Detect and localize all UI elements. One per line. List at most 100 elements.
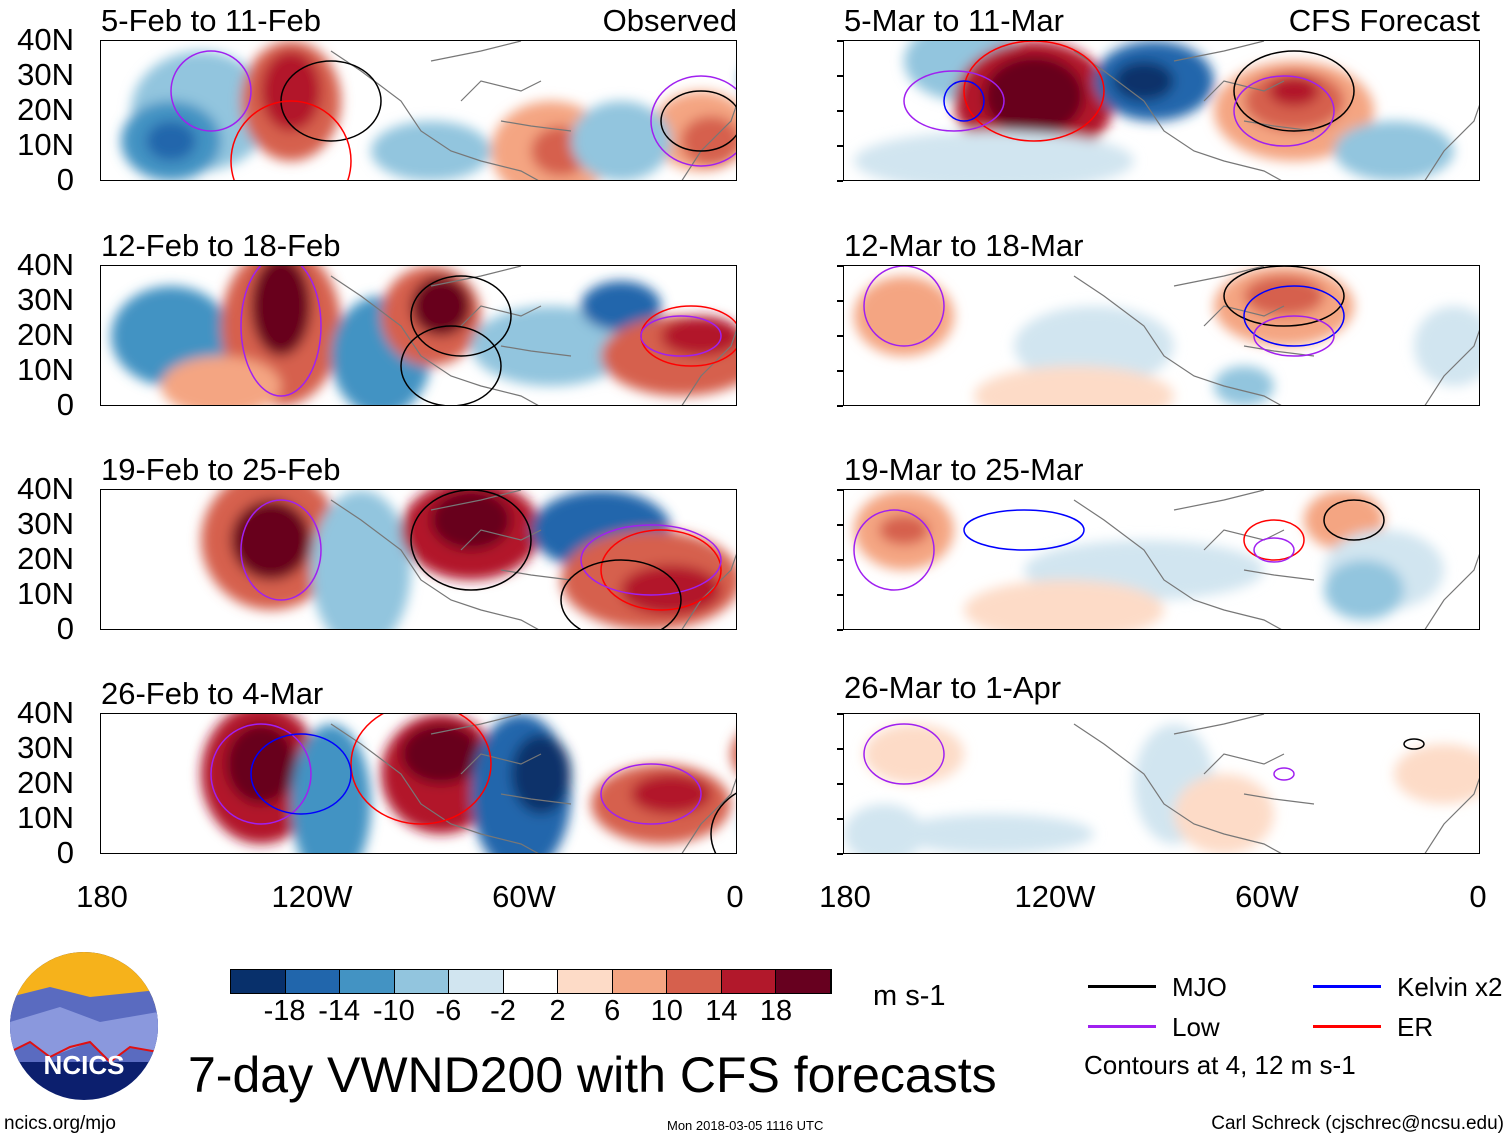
legend-label: ER — [1397, 1012, 1434, 1042]
contour-line — [1223, 266, 1345, 327]
latitude-label: 30N — [17, 506, 74, 541]
colorbar-swatch — [776, 970, 831, 993]
footer-timestamp: Mon 2018-03-05 1116 UTC — [667, 1118, 824, 1133]
colorbar-tick-label: 18 — [759, 995, 793, 1027]
latitude-tick — [837, 559, 843, 561]
anomaly-region — [1014, 306, 1174, 386]
latitude-tick — [837, 110, 843, 112]
contour-line — [710, 792, 736, 853]
contour-line — [943, 80, 985, 122]
colorbar-swatch — [449, 970, 504, 993]
panel-title: 19-Feb to 25-Feb — [101, 452, 341, 487]
anomaly-region — [631, 774, 711, 814]
contour-line — [280, 60, 382, 142]
contour-line — [863, 266, 945, 347]
anomaly-region — [431, 490, 511, 550]
legend-label: Kelvin x2 — [1397, 972, 1503, 1002]
map-panel — [100, 489, 737, 630]
longitude-label: 120W — [1014, 879, 1096, 914]
contour-line — [1253, 315, 1335, 357]
latitude-label: 10N — [17, 576, 74, 611]
coastline — [1073, 41, 1479, 180]
anomaly-region — [511, 734, 571, 814]
coastline — [330, 266, 736, 405]
latitude-tick — [837, 265, 843, 267]
contour-line — [863, 723, 945, 785]
latitude-label: 40N — [17, 695, 74, 730]
anomaly-region — [854, 131, 1134, 180]
colorbar-swatch — [667, 970, 722, 993]
coastline — [330, 490, 736, 629]
contour-note: Contours at 4, 12 m s-1 — [1084, 1050, 1356, 1080]
colorbar-swatch — [340, 970, 395, 993]
contour-line — [250, 733, 352, 815]
contour-line — [410, 275, 512, 357]
latitude-tick — [837, 853, 843, 855]
contour-line — [1253, 537, 1295, 563]
latitude-label: 30N — [17, 730, 74, 765]
colorbar-tick-label: -10 — [372, 995, 415, 1027]
contour-line — [853, 509, 935, 591]
longitude-label: 180 — [819, 879, 871, 914]
anomaly-region — [226, 724, 296, 804]
contour-line — [1403, 738, 1425, 750]
anomaly-region — [731, 738, 736, 770]
colorbar-tick-label: -2 — [490, 995, 516, 1027]
latitude-tick — [837, 335, 843, 337]
contour-line — [240, 266, 322, 397]
anomaly-region — [581, 281, 661, 331]
anomaly-region — [1414, 306, 1479, 386]
contour-line — [650, 75, 736, 167]
legend-line-er — [1313, 1025, 1381, 1028]
contour-line — [560, 559, 682, 629]
colorbar-swatch — [612, 970, 667, 993]
legend-line-kelvin-x2 — [1313, 985, 1381, 988]
latitude-tick — [837, 405, 843, 407]
latitude-label: 0 — [56, 835, 74, 870]
map-panel — [843, 265, 1480, 406]
legend-label: Low — [1172, 1012, 1220, 1042]
anomaly-region — [974, 366, 1174, 405]
panel-title: 26-Mar to 1-Apr — [844, 670, 1062, 705]
anomaly-region — [844, 804, 924, 853]
colorbar-tick-label: -6 — [435, 995, 462, 1027]
contour-line — [240, 499, 322, 601]
anomaly-region — [1334, 121, 1454, 180]
anomaly-region — [964, 580, 1164, 629]
latitude-label: 40N — [17, 247, 74, 282]
colorbar-tick-label: -14 — [318, 995, 361, 1027]
panel-title: 5-Feb to 11-Feb — [101, 3, 321, 38]
anomaly-region — [1114, 61, 1174, 101]
latitude-tick — [837, 594, 843, 596]
latitude-label: 40N — [17, 22, 74, 57]
anomaly-region — [1324, 560, 1404, 620]
colorbar-swatch — [503, 970, 558, 993]
contour-line — [580, 524, 722, 596]
anomaly-region — [1394, 744, 1479, 804]
contour-line — [400, 325, 502, 405]
legend-line-mjo — [1088, 985, 1156, 988]
colorbar-swatch — [558, 970, 613, 993]
latitude-label: 30N — [17, 282, 74, 317]
anomaly-region — [681, 116, 736, 166]
coastline — [330, 714, 736, 853]
footer-url: ncics.org/mjo — [4, 1113, 116, 1134]
contour-line — [640, 315, 722, 357]
anomaly-region — [854, 276, 954, 356]
anomaly-region — [571, 101, 671, 180]
svg-text:NCICS: NCICS — [44, 1050, 125, 1080]
contour-line — [1323, 499, 1385, 541]
anomaly-region — [231, 500, 311, 580]
latitude-tick — [837, 40, 843, 42]
latitude-label: 20N — [17, 92, 74, 127]
longitude-label: 180 — [76, 879, 128, 914]
map-panel — [843, 40, 1480, 181]
map-panel — [100, 265, 737, 406]
anomaly-region — [146, 121, 196, 161]
contour-line — [600, 763, 702, 825]
map-panel — [100, 713, 737, 854]
colorbar-tick-label: 6 — [604, 995, 621, 1027]
colorbar-units: m s-1 — [873, 980, 946, 1012]
panel-title: 5-Mar to 11-Mar — [844, 3, 1064, 38]
